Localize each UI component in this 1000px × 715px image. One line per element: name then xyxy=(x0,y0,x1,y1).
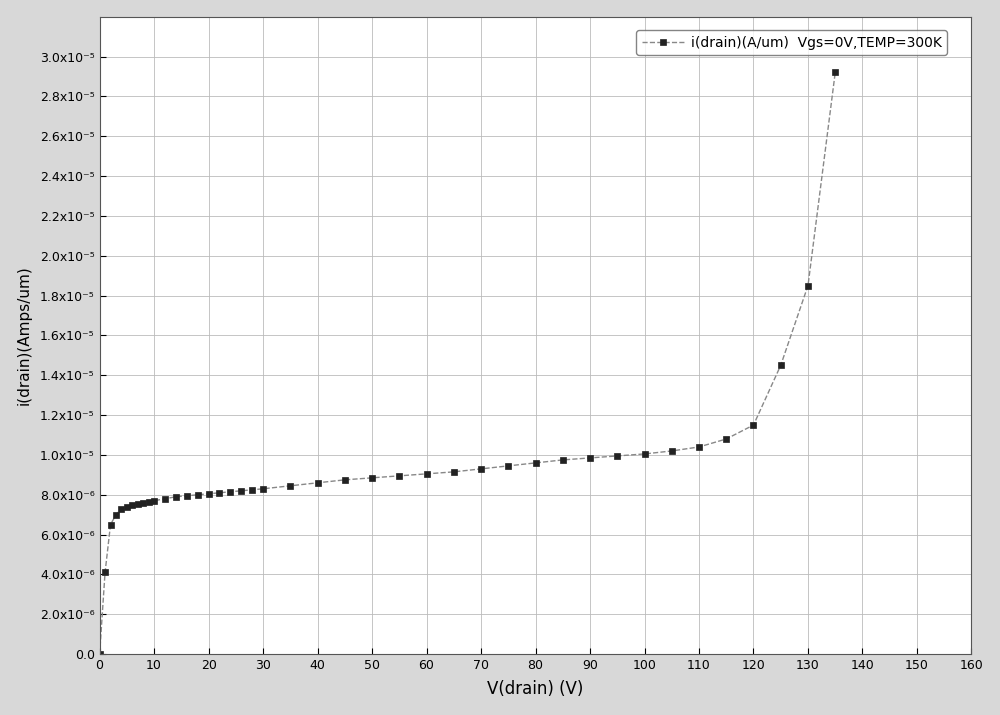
i(drain)(A/um)  Vgs=0V,TEMP=300K xyxy=(192,490,204,499)
Line: i(drain)(A/um)  Vgs=0V,TEMP=300K: i(drain)(A/um) Vgs=0V,TEMP=300K xyxy=(96,69,839,658)
i(drain)(A/um)  Vgs=0V,TEMP=300K xyxy=(126,500,138,509)
X-axis label: V(drain) (V): V(drain) (V) xyxy=(487,681,584,699)
i(drain)(A/um)  Vgs=0V,TEMP=300K xyxy=(448,468,460,476)
Legend: i(drain)(A/um)  Vgs=0V,TEMP=300K: i(drain)(A/um) Vgs=0V,TEMP=300K xyxy=(636,30,947,55)
i(drain)(A/um)  Vgs=0V,TEMP=300K xyxy=(693,443,705,451)
i(drain)(A/um)  Vgs=0V,TEMP=300K xyxy=(148,496,160,505)
i(drain)(A/um)  Vgs=0V,TEMP=300K xyxy=(132,500,144,508)
i(drain)(A/um)  Vgs=0V,TEMP=300K xyxy=(224,488,236,496)
Y-axis label: i(drain)(Amps/um): i(drain)(Amps/um) xyxy=(17,265,32,405)
i(drain)(A/um)  Vgs=0V,TEMP=300K xyxy=(143,498,155,506)
i(drain)(A/um)  Vgs=0V,TEMP=300K xyxy=(257,485,269,493)
i(drain)(A/um)  Vgs=0V,TEMP=300K xyxy=(99,568,111,577)
i(drain)(A/um)  Vgs=0V,TEMP=300K xyxy=(639,450,651,458)
i(drain)(A/um)  Vgs=0V,TEMP=300K xyxy=(181,491,193,500)
i(drain)(A/um)  Vgs=0V,TEMP=300K xyxy=(339,475,351,484)
i(drain)(A/um)  Vgs=0V,TEMP=300K xyxy=(584,453,596,462)
i(drain)(A/um)  Vgs=0V,TEMP=300K xyxy=(213,488,225,497)
i(drain)(A/um)  Vgs=0V,TEMP=300K xyxy=(235,486,247,495)
i(drain)(A/um)  Vgs=0V,TEMP=300K xyxy=(203,490,215,498)
i(drain)(A/um)  Vgs=0V,TEMP=300K xyxy=(611,452,623,460)
i(drain)(A/um)  Vgs=0V,TEMP=300K xyxy=(115,504,127,513)
i(drain)(A/um)  Vgs=0V,TEMP=300K xyxy=(246,485,258,494)
i(drain)(A/um)  Vgs=0V,TEMP=300K xyxy=(121,503,133,511)
i(drain)(A/um)  Vgs=0V,TEMP=300K xyxy=(802,281,814,290)
i(drain)(A/um)  Vgs=0V,TEMP=300K xyxy=(393,472,405,480)
i(drain)(A/um)  Vgs=0V,TEMP=300K xyxy=(666,447,678,455)
i(drain)(A/um)  Vgs=0V,TEMP=300K xyxy=(747,420,759,429)
i(drain)(A/um)  Vgs=0V,TEMP=300K xyxy=(421,470,433,478)
i(drain)(A/um)  Vgs=0V,TEMP=300K xyxy=(159,495,171,503)
i(drain)(A/um)  Vgs=0V,TEMP=300K xyxy=(557,455,569,464)
i(drain)(A/um)  Vgs=0V,TEMP=300K xyxy=(829,68,841,77)
i(drain)(A/um)  Vgs=0V,TEMP=300K xyxy=(475,465,487,473)
i(drain)(A/um)  Vgs=0V,TEMP=300K xyxy=(502,462,514,470)
i(drain)(A/um)  Vgs=0V,TEMP=300K xyxy=(94,650,106,659)
i(drain)(A/um)  Vgs=0V,TEMP=300K xyxy=(284,481,296,490)
i(drain)(A/um)  Vgs=0V,TEMP=300K xyxy=(530,458,542,467)
i(drain)(A/um)  Vgs=0V,TEMP=300K xyxy=(110,511,122,519)
i(drain)(A/um)  Vgs=0V,TEMP=300K xyxy=(720,435,732,443)
i(drain)(A/um)  Vgs=0V,TEMP=300K xyxy=(312,478,324,487)
i(drain)(A/um)  Vgs=0V,TEMP=300K xyxy=(137,498,149,507)
i(drain)(A/um)  Vgs=0V,TEMP=300K xyxy=(170,493,182,501)
i(drain)(A/um)  Vgs=0V,TEMP=300K xyxy=(775,361,787,370)
i(drain)(A/um)  Vgs=0V,TEMP=300K xyxy=(105,521,117,529)
i(drain)(A/um)  Vgs=0V,TEMP=300K xyxy=(366,473,378,482)
